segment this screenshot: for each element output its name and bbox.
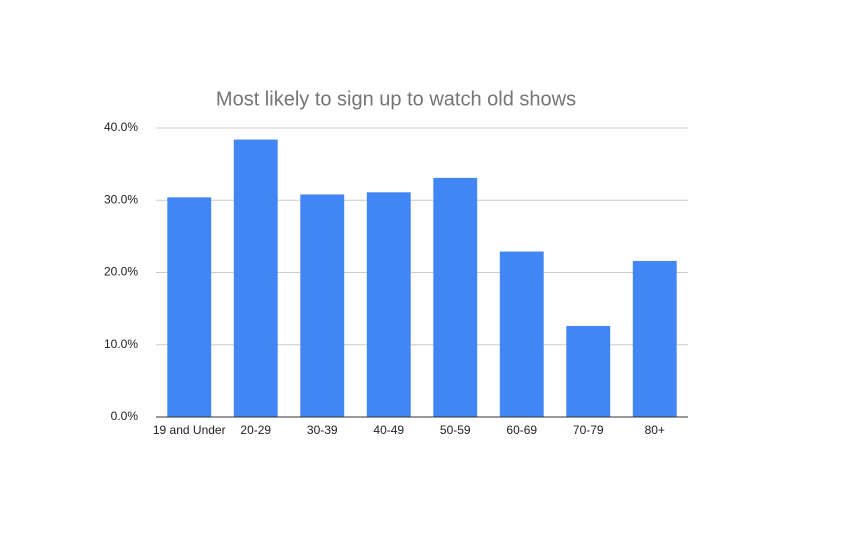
bar bbox=[632, 260, 677, 417]
bar bbox=[167, 197, 212, 417]
x-tick-label: 70-79 bbox=[573, 423, 604, 437]
y-tick-label: 10.0% bbox=[104, 337, 138, 351]
bar bbox=[433, 177, 478, 417]
bar bbox=[499, 251, 544, 417]
x-tick-label: 19 and Under bbox=[153, 423, 226, 437]
x-tick-label: 60-69 bbox=[506, 423, 537, 437]
y-tick-label: 0.0% bbox=[111, 409, 139, 423]
y-tick-label: 40.0% bbox=[104, 120, 138, 134]
x-tick-label: 50-59 bbox=[440, 423, 471, 437]
bar bbox=[233, 139, 278, 417]
bar bbox=[366, 192, 411, 417]
y-tick-label: 20.0% bbox=[104, 265, 138, 279]
x-tick-label: 40-49 bbox=[373, 423, 404, 437]
chart-title: Most likely to sign up to watch old show… bbox=[216, 88, 576, 110]
x-tick-label: 30-39 bbox=[307, 423, 338, 437]
x-tick-label: 20-29 bbox=[240, 423, 271, 437]
bar bbox=[300, 194, 345, 417]
bar bbox=[566, 325, 611, 417]
y-tick-label: 30.0% bbox=[104, 192, 138, 206]
x-tick-label: 80+ bbox=[645, 423, 665, 437]
